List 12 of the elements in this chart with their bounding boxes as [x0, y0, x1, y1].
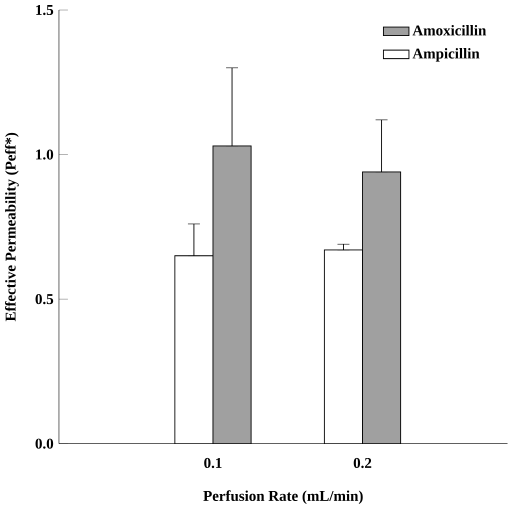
y-tick-label: 0.5 — [36, 294, 54, 304]
x-tick-label: 0.1 — [204, 458, 222, 468]
y-tick-label: 0.0 — [36, 438, 54, 449]
legend-label: Amoxicillin — [412, 24, 486, 36]
bar — [212, 145, 252, 444]
legend-label: Ampicillin — [412, 48, 480, 62]
y-tick-label: 1.5 — [36, 4, 54, 16]
bar — [362, 171, 402, 444]
y-axis-title: Effective Permeability (Peff*) — [5, 132, 19, 322]
x-axis-title: Perfusion Rate (mL/min) — [203, 490, 363, 504]
x-tick-label: 0.2 — [354, 458, 372, 468]
y-tick-label: 1.0 — [36, 149, 54, 160]
